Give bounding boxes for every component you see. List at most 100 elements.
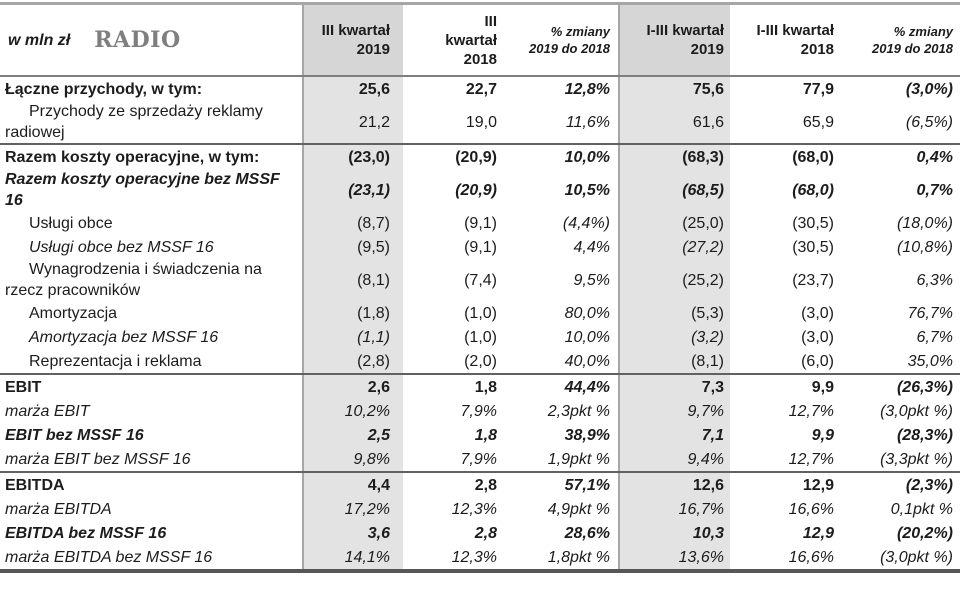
cell-value: (5,3)	[618, 301, 730, 325]
cell-value: 75,6	[618, 77, 730, 101]
cell-value: 0,7%	[916, 181, 953, 199]
cell-value: 6,7%	[916, 328, 953, 346]
cell-value: 1,8pkt %	[547, 548, 610, 566]
row-label: Usługi obce bez MSSF 16	[29, 238, 214, 256]
row-label-cell: Razem koszty operacyjne bez MSSF 16	[0, 169, 302, 211]
cell-value: 21,2	[302, 101, 403, 143]
table-row: Usługi obce (8,7) (9,1) (4,4%) (25,0) (30,5) (…	[0, 211, 960, 235]
row-label: Reprezentacja i reklama	[29, 352, 202, 370]
cell-value: 57,1%	[564, 476, 610, 494]
cell-value: 0,1pkt %	[890, 500, 953, 518]
cell-value: (27,2)	[618, 235, 730, 259]
cell-value: 12,7%	[788, 450, 834, 468]
cell-value: (28,3%)	[896, 426, 953, 444]
cell-value: (8,7)	[302, 211, 403, 235]
column-header-q1q3-2019: I-III kwartał 2019	[618, 5, 730, 75]
row-label: marża EBITDA	[5, 500, 112, 518]
table-row: EBIT 2,6 1,8 44,4% 7,3 9,9 (26,3%)	[0, 373, 960, 399]
cell-value: (3,3pkt %)	[880, 450, 953, 468]
table-row: Reprezentacja i reklama (2,8) (2,0) 40,0% (8…	[0, 349, 960, 373]
cell-value: (1,1)	[302, 325, 403, 349]
cell-value: (25,2)	[618, 259, 730, 301]
cell-value: (10,8%)	[896, 238, 953, 256]
row-label-cell: marża EBITDA bez MSSF 16	[0, 545, 302, 569]
cell-value: 25,6	[302, 77, 403, 101]
cell-value: 6,3%	[916, 271, 953, 289]
table-row: Łączne przychody, w tym: 25,6 22,7 12,8% 75,…	[0, 77, 960, 101]
cell-value: 12,3%	[451, 548, 497, 566]
table-row: EBITDA 4,4 2,8 57,1% 12,6 12,9 (2,3%)	[0, 471, 960, 497]
cell-value: (3,0pkt %)	[880, 548, 953, 566]
cell-value: 13,6%	[618, 545, 730, 569]
cell-value: (20,9)	[455, 181, 497, 199]
row-label: Razem koszty operacyjne, w tym:	[5, 148, 260, 166]
cell-value: 12,6	[618, 473, 730, 497]
cell-value: 2,3pkt %	[547, 402, 610, 420]
row-label-cell: marża EBIT bez MSSF 16	[0, 447, 302, 471]
row-label-cell: Reprezentacja i reklama	[0, 349, 302, 373]
cell-value: (20,2%)	[896, 524, 953, 542]
cell-value: (2,8)	[302, 349, 403, 373]
row-label: marża EBITDA bez MSSF 16	[5, 548, 213, 566]
row-label-cell: EBITDA	[0, 473, 302, 497]
table-row: marża EBITDA bez MSSF 16 14,1% 12,3% 1,8pkt…	[0, 545, 960, 569]
financial-table: w mln zł RADIO III kwartał 2019 III kwar…	[0, 2, 960, 573]
cell-value: 10,3	[618, 521, 730, 545]
row-label: EBIT	[5, 378, 42, 396]
cell-value: 12,3%	[451, 500, 497, 518]
cell-value: (9,1)	[464, 214, 497, 232]
cell-value: 4,4%	[573, 238, 610, 256]
row-label-cell: marża EBIT	[0, 399, 302, 423]
table-row: Usługi obce bez MSSF 16 (9,5) (9,1) 4,4% (27…	[0, 235, 960, 259]
cell-value: 16,7%	[618, 497, 730, 521]
row-label-cell: Przychody ze sprzedaży reklamy radiowej	[0, 101, 302, 143]
cell-value: 7,1	[618, 423, 730, 447]
cell-value: 12,8%	[564, 80, 610, 98]
cell-value: 12,9	[802, 476, 834, 494]
cell-value: 2,8	[474, 476, 497, 494]
cell-value: (3,0%)	[905, 80, 953, 98]
cell-value: 9,8%	[302, 447, 403, 471]
cell-value: (30,5)	[792, 214, 834, 232]
cell-value: 9,9	[811, 426, 834, 444]
cell-value: (20,9)	[455, 148, 497, 166]
cell-value: 0,4%	[916, 148, 953, 166]
cell-value: (23,1)	[302, 169, 403, 211]
row-label-cell: Amortyzacja bez MSSF 16	[0, 325, 302, 349]
row-label: EBITDA bez MSSF 16	[5, 524, 167, 542]
cell-value: (2,0)	[464, 352, 497, 370]
cell-value: 19,0	[465, 113, 497, 131]
table-header-row: w mln zł RADIO III kwartał 2019 III kwar…	[0, 5, 960, 77]
cell-value: 44,4%	[564, 378, 610, 396]
table-title-cell: w mln zł RADIO	[0, 5, 302, 75]
cell-value: (3,0)	[801, 304, 834, 322]
cell-value: 80,0%	[564, 304, 610, 322]
cell-value: 28,6%	[564, 524, 610, 542]
cell-value: 38,9%	[564, 426, 610, 444]
row-label-cell: Razem koszty operacyjne, w tym:	[0, 145, 302, 169]
cell-value: 7,3	[618, 375, 730, 399]
cell-value: (2,3%)	[905, 476, 953, 494]
cell-value: (9,5)	[302, 235, 403, 259]
cell-value: 40,0%	[564, 352, 610, 370]
row-label: EBITDA	[5, 476, 65, 494]
cell-value: (26,3%)	[896, 378, 953, 396]
cell-value: 7,9%	[460, 450, 497, 468]
cell-value: 12,7%	[788, 402, 834, 420]
page-title: RADIO	[94, 26, 181, 53]
cell-value: 10,0%	[564, 148, 610, 166]
table-row: Razem koszty operacyjne bez MSSF 16 (23,1…	[0, 169, 960, 211]
cell-value: 4,9pkt %	[547, 500, 610, 518]
row-label: marża EBIT	[5, 402, 90, 420]
cell-value: 22,7	[465, 80, 497, 98]
table-body: Łączne przychody, w tym: 25,6 22,7 12,8% 75,…	[0, 77, 960, 569]
cell-value: 16,6%	[788, 500, 834, 518]
row-label-cell: Usługi obce	[0, 211, 302, 235]
column-header-q3-2019: III kwartał 2019	[302, 5, 403, 75]
cell-value: 9,4%	[618, 447, 730, 471]
cell-value: (30,5)	[792, 238, 834, 256]
row-label: Razem koszty operacyjne bez MSSF 16	[5, 171, 280, 209]
cell-value: (23,0)	[302, 145, 403, 169]
cell-value: 9,7%	[618, 399, 730, 423]
cell-value: (68,5)	[618, 169, 730, 211]
